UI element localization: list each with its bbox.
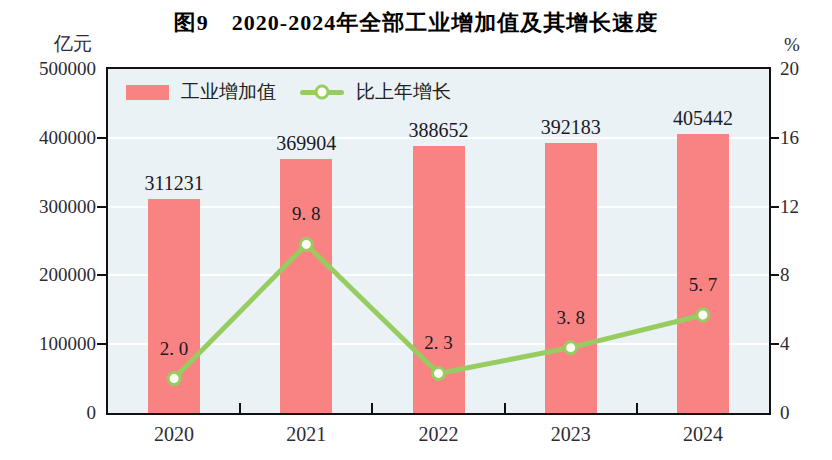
right-axis-tick-label: 0	[780, 401, 826, 425]
left-axis-tick-label: 0	[0, 401, 96, 425]
left-axis-tick-label: 100000	[0, 332, 96, 356]
plot-area: 工业增加值 比上年增长 3112313699043886523921834054…	[106, 67, 771, 415]
growth-marker-2020	[168, 373, 180, 385]
growth-marker-2022	[433, 367, 445, 379]
growth-value-label: 2. 0	[124, 338, 224, 360]
right-axis-tick-label: 16	[780, 126, 826, 150]
x-axis-label-2023: 2023	[511, 421, 631, 447]
figure-industrial-added-value: 图9 2020-2024年全部工业增加值及其增长速度 亿元 % 工业增加值 比上…	[0, 0, 832, 460]
x-axis-label-2020: 2020	[114, 421, 234, 447]
left-axis-tick	[97, 206, 106, 208]
right-axis-tick	[770, 206, 779, 208]
x-axis-label-2022: 2022	[379, 421, 499, 447]
chart-title: 图9 2020-2024年全部工业增加值及其增长速度	[0, 8, 832, 38]
left-axis-tick	[97, 137, 106, 139]
growth-marker-2021	[300, 238, 312, 250]
growth-marker-2023	[565, 342, 577, 354]
x-axis-label-2021: 2021	[246, 421, 366, 447]
left-axis-tick	[97, 343, 106, 345]
right-axis-tick-label: 4	[780, 332, 826, 356]
growth-value-label: 3. 8	[521, 307, 621, 329]
growth-line-chart	[108, 69, 769, 413]
right-axis-unit: %	[784, 34, 824, 56]
right-axis-tick-label: 8	[780, 263, 826, 287]
right-axis-tick-label: 12	[780, 195, 826, 219]
left-axis-tick-label: 300000	[0, 195, 96, 219]
left-axis-unit: 亿元	[0, 31, 92, 57]
x-axis-label-2024: 2024	[643, 421, 763, 447]
growth-value-label: 2. 3	[389, 332, 489, 354]
right-axis-tick	[770, 274, 779, 276]
left-axis-tick	[97, 274, 106, 276]
growth-marker-2024	[697, 309, 709, 321]
growth-value-label: 9. 8	[256, 203, 356, 225]
right-axis-tick	[770, 343, 779, 345]
right-axis-tick-label: 20	[780, 57, 826, 81]
right-axis-tick	[770, 137, 779, 139]
left-axis-tick-label: 400000	[0, 126, 96, 150]
growth-line	[174, 244, 703, 378]
left-axis-tick-label: 500000	[0, 57, 96, 81]
left-axis-tick-label: 200000	[0, 263, 96, 287]
growth-value-label: 5. 7	[653, 274, 753, 296]
